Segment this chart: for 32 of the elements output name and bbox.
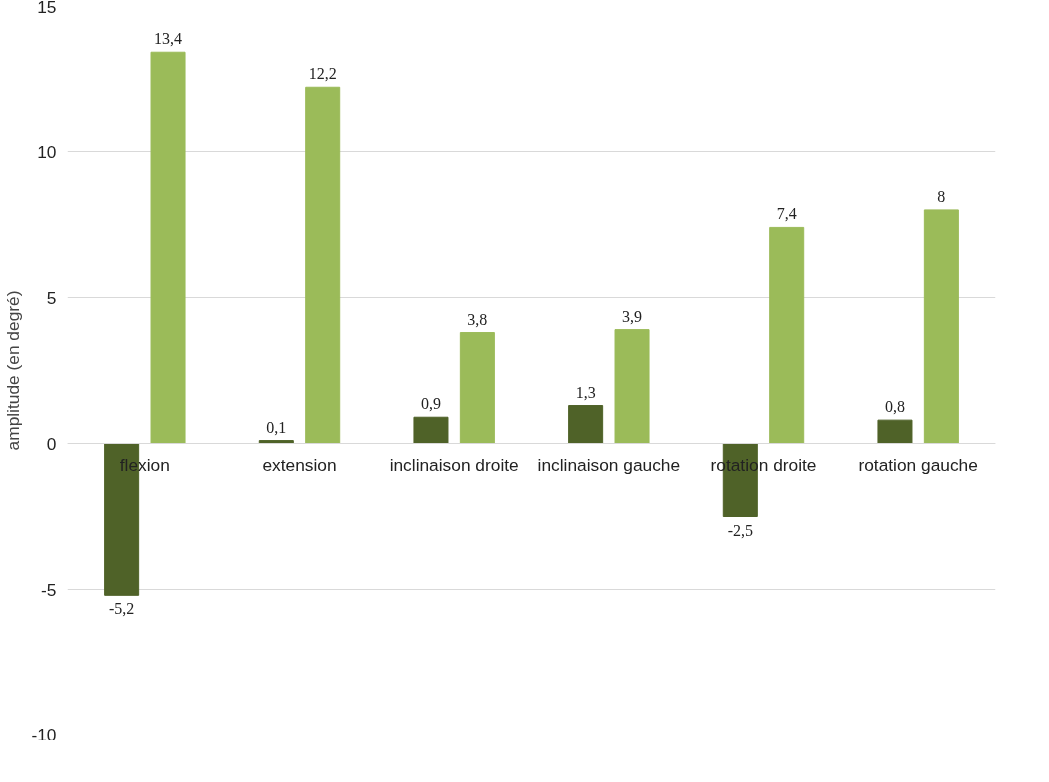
data-label: 0,9	[420, 395, 441, 413]
y-tick-label: 10	[37, 141, 57, 162]
bar	[923, 209, 959, 444]
y-tick-label: 5	[46, 287, 57, 308]
x-tick-label: inclinaison droite	[389, 454, 519, 475]
data-label: 8	[937, 187, 946, 205]
data-label: 13,4	[154, 30, 183, 48]
y-axis-title: amplitude (en degré)	[3, 290, 24, 451]
y-tick-label: -10	[31, 724, 57, 745]
x-tick-label: extension	[262, 454, 337, 475]
x-tick-label: inclinaison gauche	[537, 454, 681, 475]
data-label: 3,9	[622, 307, 643, 325]
data-label: 0,8	[884, 398, 905, 416]
bar	[769, 226, 805, 444]
data-label: 12,2	[308, 65, 337, 83]
bar	[459, 332, 495, 444]
data-label: 0,1	[266, 418, 287, 436]
bar	[305, 86, 341, 444]
y-tick-label: 0	[46, 433, 57, 454]
bar	[568, 405, 604, 444]
y-tick-label: -5	[41, 579, 57, 600]
bar	[150, 51, 186, 444]
data-label: 7,4	[776, 205, 797, 223]
bar	[413, 416, 449, 444]
data-label: 1,3	[575, 383, 596, 401]
data-label: -2,5	[727, 521, 753, 539]
data-label: -5,2	[108, 600, 135, 618]
bar	[614, 329, 650, 444]
bar	[877, 419, 913, 444]
y-tick-label: 15	[37, 0, 57, 17]
data-label: 3,8	[467, 310, 488, 328]
x-tick-label: rotation gauche	[858, 454, 978, 475]
